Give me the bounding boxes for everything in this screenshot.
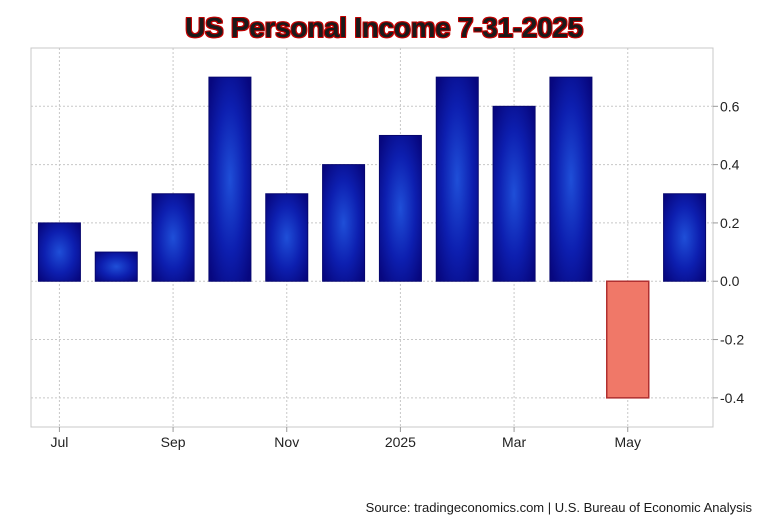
x-tick-label: May [615, 434, 641, 450]
x-tick-label: 2025 [385, 434, 416, 450]
source-note: Source: tradingeconomics.com | U.S. Bure… [365, 500, 752, 515]
bar [663, 193, 707, 282]
bar [378, 134, 422, 282]
bar-negative [606, 280, 650, 399]
x-tick-label: Mar [502, 434, 526, 450]
bar [37, 222, 81, 282]
bar [151, 193, 195, 282]
plot-border [30, 47, 714, 428]
y-tick-label: 0.0 [720, 273, 740, 289]
y-tick-label: 0.4 [720, 157, 740, 173]
x-tick-label: Nov [274, 434, 299, 450]
chart-title: US Personal Income 7-31-2025 [185, 12, 583, 43]
axes: 0.6 0.4 0.2 0.0 -0.2 -0.4 Jul Sep Nov 2025 Mar May [50, 98, 744, 450]
y-tick-label: 0.2 [720, 215, 740, 231]
bars [37, 76, 707, 399]
y-tick-label: -0.2 [720, 332, 744, 348]
bar [208, 76, 252, 282]
bar [549, 76, 593, 282]
y-tick-label: -0.4 [720, 390, 744, 406]
bar [265, 193, 309, 282]
bar [322, 164, 366, 282]
bar [94, 251, 138, 282]
bar [492, 105, 536, 282]
y-tick-label: 0.6 [720, 98, 740, 114]
x-tick-label: Jul [50, 434, 68, 450]
bar [435, 76, 479, 282]
x-tick-label: Sep [161, 434, 186, 450]
